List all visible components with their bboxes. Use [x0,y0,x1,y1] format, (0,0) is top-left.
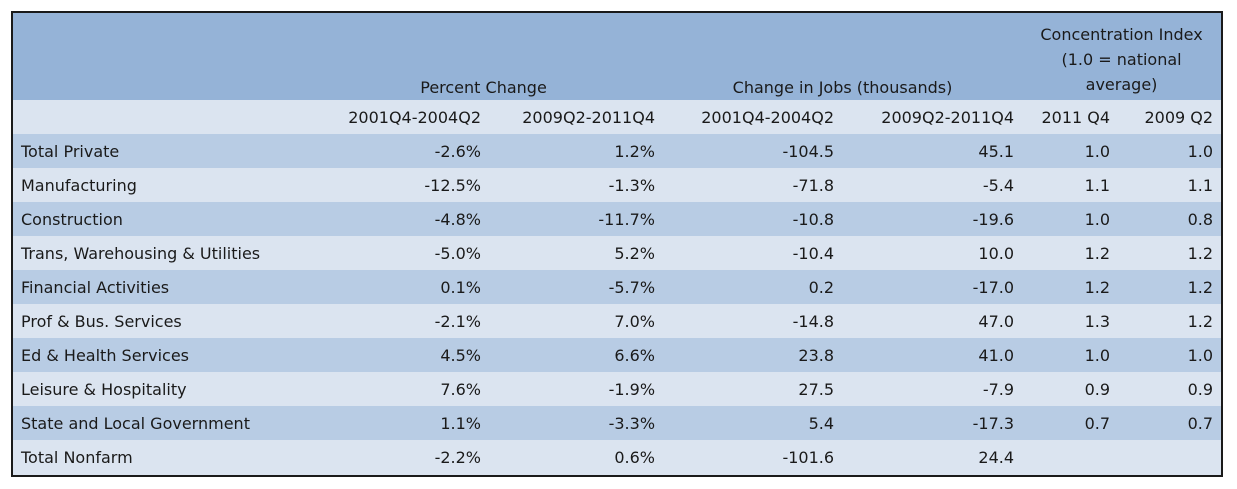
industry-label: Leisure & Hospitality [13,372,304,406]
concentration-cell: 0.7 [1022,406,1119,440]
industry-label: Trans, Warehousing & Utilities [13,236,304,270]
period-header: 2001Q4-2004Q2 [663,100,843,134]
percent-change-cell: -2.6% [304,134,489,168]
jobs-change-cell: -17.3 [842,406,1023,440]
table-row: State and Local Government 1.1% -3.3% 5.4 -1… [13,406,1221,440]
jobs-change-cell: 5.4 [663,406,843,440]
concentration-index-header: Concentration Index (1.0 = national aver… [1022,13,1221,100]
table-row: Ed & Health Services 4.5% 6.6% 23.8 41.0 1.0 1… [13,338,1221,372]
table-row: Total Private -2.6% 1.2% -104.5 45.1 1.0 1.0 [13,134,1221,168]
concentration-cell: 1.3 [1022,304,1119,338]
employment-table-frame: Percent Change Change in Jobs (thousands… [11,11,1223,477]
concentration-cell: 1.0 [1118,134,1221,168]
concentration-cell: 1.1 [1118,168,1221,202]
concentration-cell: 1.0 [1022,338,1119,372]
table-row: Manufacturing -12.5% -1.3% -71.8 -5.4 1.1 1.1 [13,168,1221,202]
industry-label: Total Nonfarm [13,440,304,474]
header-blank-cell [13,13,304,100]
percent-change-cell: -5.7% [489,270,664,304]
percent-change-cell: -1.9% [489,372,664,406]
concentration-cell: 1.2 [1022,236,1119,270]
concentration-cell: 1.2 [1118,236,1221,270]
percent-change-cell: 7.0% [489,304,664,338]
percent-change-cell: -11.7% [489,202,664,236]
group-header-row: Percent Change Change in Jobs (thousands… [13,13,1221,100]
concentration-cell: 0.9 [1118,372,1221,406]
percent-change-cell: -3.3% [489,406,664,440]
concentration-cell: 0.7 [1118,406,1221,440]
industry-label: Construction [13,202,304,236]
jobs-change-cell: -14.8 [663,304,843,338]
industry-label: Manufacturing [13,168,304,202]
percent-change-cell: 7.6% [304,372,489,406]
jobs-change-cell: -71.8 [663,168,843,202]
table-row: Total Nonfarm -2.2% 0.6% -101.6 24.4 [13,440,1221,474]
table-row: Leisure & Hospitality 7.6% -1.9% 27.5 -7.9 0.… [13,372,1221,406]
concentration-cell: 1.0 [1022,202,1119,236]
percent-change-cell: -2.2% [304,440,489,474]
jobs-change-cell: -101.6 [663,440,843,474]
concentration-cell: 1.2 [1022,270,1119,304]
percent-change-cell: 4.5% [304,338,489,372]
jobs-change-cell: 45.1 [842,134,1023,168]
concentration-header-line: (1.0 = national [1061,50,1182,69]
period-blank-cell [13,100,304,134]
concentration-cell: 1.2 [1118,270,1221,304]
concentration-cell: 0.8 [1118,202,1221,236]
percent-change-header: Percent Change [304,13,664,100]
percent-change-cell: -2.1% [304,304,489,338]
jobs-change-cell: -19.6 [842,202,1023,236]
percent-change-cell: -1.3% [489,168,664,202]
percent-change-cell: -12.5% [304,168,489,202]
industry-label: Prof & Bus. Services [13,304,304,338]
percent-change-cell: -5.0% [304,236,489,270]
table-row: Prof & Bus. Services -2.1% 7.0% -14.8 47.0 1.… [13,304,1221,338]
industry-label: Financial Activities [13,270,304,304]
table-row: Trans, Warehousing & Utilities -5.0% 5.2% -… [13,236,1221,270]
industry-label: State and Local Government [13,406,304,440]
industry-label: Total Private [13,134,304,168]
jobs-change-cell: 41.0 [842,338,1023,372]
percent-change-cell: 1.2% [489,134,664,168]
concentration-cell: 1.0 [1022,134,1119,168]
jobs-change-cell: 24.4 [842,440,1023,474]
table-row: Financial Activities 0.1% -5.7% 0.2 -17.0 1.2… [13,270,1221,304]
jobs-change-cell: 10.0 [842,236,1023,270]
jobs-change-cell: -10.4 [663,236,843,270]
concentration-cell: 1.1 [1022,168,1119,202]
jobs-change-cell: 47.0 [842,304,1023,338]
jobs-change-cell: -10.8 [663,202,843,236]
concentration-cell: 1.0 [1118,338,1221,372]
jobs-change-cell: -7.9 [842,372,1023,406]
period-header: 2009Q2-2011Q4 [489,100,664,134]
period-header: 2011 Q4 [1022,100,1119,134]
period-header: 2009 Q2 [1118,100,1221,134]
concentration-header-line: Concentration Index [1040,25,1203,44]
jobs-change-cell: 27.5 [663,372,843,406]
jobs-change-cell: -17.0 [842,270,1023,304]
concentration-cell [1118,440,1221,474]
period-header: 2009Q2-2011Q4 [842,100,1023,134]
jobs-change-cell: 23.8 [663,338,843,372]
concentration-header-line: average) [1085,75,1158,94]
table-row: Construction -4.8% -11.7% -10.8 -19.6 1.0 0.8 [13,202,1221,236]
percent-change-cell: -4.8% [304,202,489,236]
jobs-change-cell: -5.4 [842,168,1023,202]
change-in-jobs-header: Change in Jobs (thousands) [663,13,1023,100]
percent-change-cell: 0.6% [489,440,664,474]
percent-change-cell: 1.1% [304,406,489,440]
period-header: 2001Q4-2004Q2 [304,100,489,134]
concentration-cell [1022,440,1119,474]
period-header-row: 2001Q4-2004Q2 2009Q2-2011Q4 2001Q4-2004Q… [13,100,1221,134]
jobs-change-cell: 0.2 [663,270,843,304]
percent-change-cell: 6.6% [489,338,664,372]
employment-table: Percent Change Change in Jobs (thousands… [13,13,1221,474]
percent-change-cell: 0.1% [304,270,489,304]
concentration-cell: 1.2 [1118,304,1221,338]
percent-change-cell: 5.2% [489,236,664,270]
jobs-change-cell: -104.5 [663,134,843,168]
industry-label: Ed & Health Services [13,338,304,372]
concentration-cell: 0.9 [1022,372,1119,406]
